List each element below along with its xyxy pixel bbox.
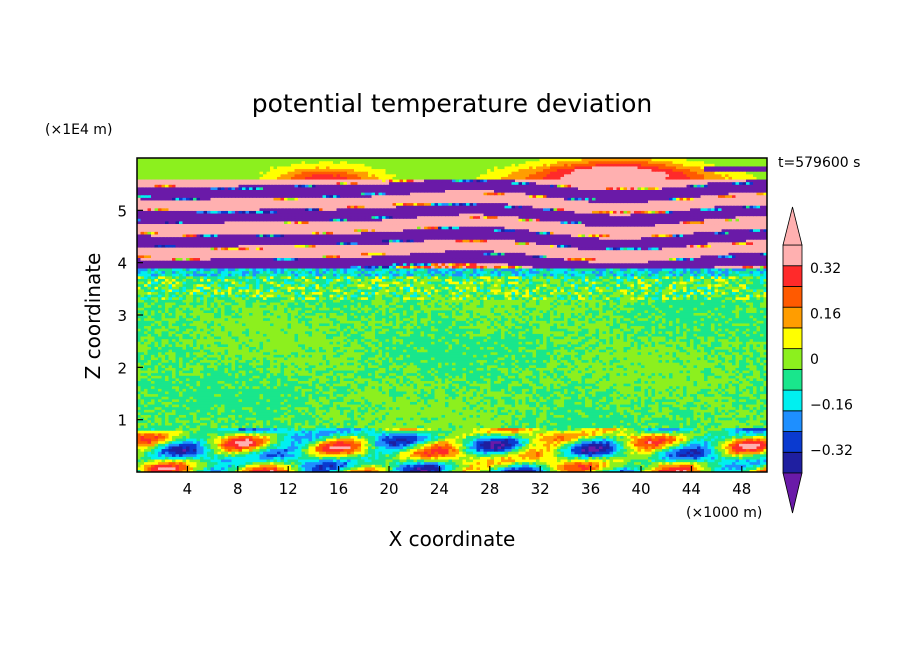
y-axis-unit: (×1E4 m) — [45, 122, 112, 138]
chart-title: potential temperature deviation — [252, 89, 652, 118]
time-label: t=579600 s — [778, 155, 860, 171]
heatmap-field — [137, 158, 768, 473]
